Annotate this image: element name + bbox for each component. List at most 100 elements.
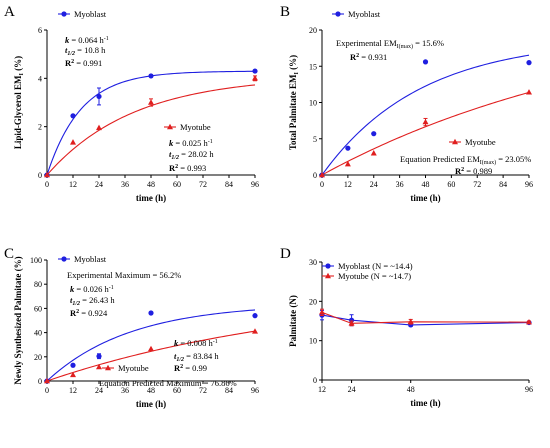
x-tick-label: 84 [499,180,507,189]
annotation-text: Experimental Maximum = 56.2% [67,270,181,280]
r-squared: R2 = 0.99 [174,363,207,373]
data-point [407,318,414,324]
series-myoblast [44,68,258,178]
y-tick-label: 0 [313,376,317,385]
text-span: Myotube [180,122,211,132]
annotations: Myoblast (N = ~14.4)Myotube (N = ~14.7) [322,261,413,281]
series-myotube [44,75,258,178]
y-tick-label: 6 [38,26,42,35]
text-span: R [70,308,77,318]
text-span: k [70,284,75,294]
text-span: = 0.989 [466,166,492,176]
y-tick-label: 0 [38,377,42,386]
data-point [96,363,102,370]
x-tick-label: 72 [199,386,207,395]
text-span: k [65,35,70,45]
data-point [44,377,50,384]
data-point [70,113,76,119]
x-tick-label: 48 [147,386,155,395]
legend-marker [61,11,67,17]
text-span: -1 [104,36,109,42]
annotations: Myoblast Experimental Maximum = 56.2% k = … [58,254,237,388]
y-tick-label: 2 [38,123,42,132]
text-span: Palmitate (N) [288,295,298,347]
text-span: -1 [213,339,218,345]
text-span: 2 [175,164,178,170]
y-tick-label: 5 [313,135,317,144]
r-squared: R2 = 0.991 [65,58,102,68]
x-tick-label: 60 [173,386,181,395]
x-tick-label: 0 [45,386,49,395]
y-tick-label: 10 [309,337,317,346]
x-tick-label: 84 [225,386,233,395]
text-span: I(max) [480,159,496,166]
legend-label: Myotube [180,122,211,132]
legend-label: Myotube [118,363,149,373]
legend-label: Myoblast [348,9,381,19]
data-point [319,171,325,178]
legend-marker [335,11,341,17]
series-myotube [44,328,258,384]
x-tick-label: 96 [525,385,533,394]
text-span: 1/2 [72,301,80,307]
data-point [148,310,154,316]
y-tick-label: 80 [34,280,42,289]
x-tick-label: 84 [225,180,233,189]
text-span: I [19,73,25,76]
text-span: Myoblast [74,9,107,19]
legend-marker [452,138,458,145]
text-span: Equation Predicted Maximum = 76.86% [99,378,237,388]
text-span: Equation Predicted EM [400,154,480,164]
text-span: Total Palmitate EM [288,74,298,150]
text-span: = 10.8 h [77,45,106,55]
text-span: Lipid-Glycerol EM [13,75,23,149]
x-axis-label: time (h) [136,193,166,203]
x-axis-label: time (h) [410,193,440,203]
panel-letter: B [280,4,290,20]
x-tick-label: 96 [251,386,259,395]
data-point [70,371,76,378]
legend-marker [325,272,331,279]
text-span: 2 [356,53,359,59]
text-span: = 0.993 [180,163,206,173]
text-span: = 0.924 [81,308,108,318]
x-tick-label: 48 [422,180,430,189]
legend-marker [61,256,67,262]
data-point [148,73,154,79]
text-span: t [174,351,177,361]
y-axis-label: Total Palmitate EMI (%) [288,55,300,150]
y-tick-label: 4 [38,74,42,83]
text-span: Myotube [465,137,496,147]
text-span: I(max) [397,43,413,50]
x-tick-label: 12 [344,180,352,189]
data-point [70,362,76,368]
x-tick-label: 48 [407,385,415,394]
x-tick-label: 12 [69,180,77,189]
data-point [96,93,102,100]
legend-label: Myoblast [74,254,107,264]
y-tick-label: 60 [34,304,42,313]
y-tick-label: 15 [309,62,317,71]
text-span: Experimental EM [336,38,397,48]
text-span: (%) [288,55,298,72]
fit-curve [321,54,530,176]
data-point [96,353,102,359]
rate-constant: k = 0.008 h-1 [174,338,218,348]
text-span: R [169,163,176,173]
y-axis-label: Newly Synthesized Palmitate (%) [13,256,23,384]
data-point [252,328,258,334]
data-point [422,118,429,125]
x-tick-label: 24 [370,180,378,189]
rate-constant: k = 0.025 h-1 [169,138,213,148]
text-span: k [174,338,179,348]
annotation-text: Experimental EMI(max) = 15.6% [336,38,444,50]
x-tick-label: 36 [121,386,129,395]
text-span: 1/2 [176,357,184,363]
legend-marker [167,123,173,130]
data-point [526,89,532,95]
text-span: t [169,149,172,159]
text-span: -1 [208,139,213,145]
